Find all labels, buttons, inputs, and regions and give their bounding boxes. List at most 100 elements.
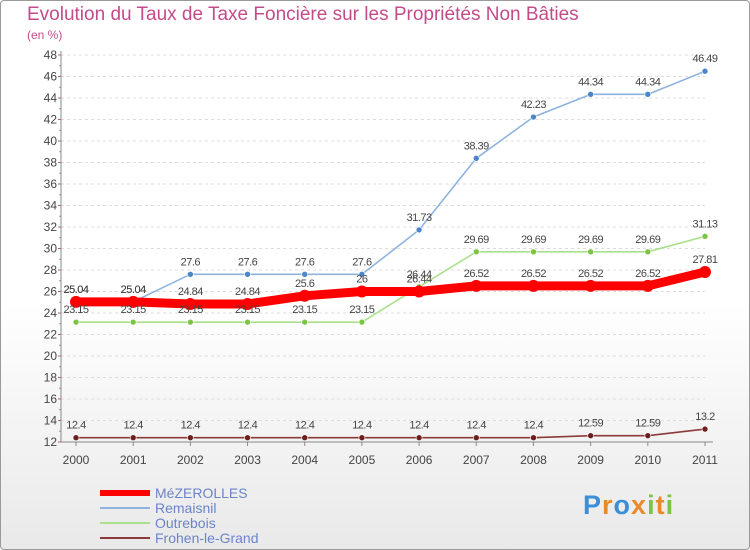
data-label: 12.59 — [635, 418, 660, 430]
data-point — [72, 434, 80, 442]
data-label: 26.52 — [635, 268, 660, 280]
data-point — [301, 434, 309, 442]
data-label: 25.04 — [121, 284, 146, 296]
data-point — [644, 432, 652, 439]
logo-letter: P — [583, 490, 603, 520]
data-label: 12.4 — [295, 420, 315, 432]
series-line — [71, 267, 710, 309]
data-label: 12.4 — [352, 420, 372, 432]
legend-swatch-outrebois — [100, 522, 150, 524]
legend-item-mezerolles: MéZEROLLES — [100, 486, 320, 501]
data-point — [244, 318, 251, 326]
x-tick-label: 2008 — [520, 453, 547, 467]
y-tick-label: 16 — [44, 392, 58, 406]
x-tick-label: 2003 — [234, 453, 261, 467]
data-point — [355, 285, 368, 298]
data-point — [641, 279, 654, 292]
logo-letter: r — [602, 490, 614, 520]
x-tick-label: 2009 — [577, 453, 604, 467]
logo-letter: o — [613, 490, 632, 520]
y-tick-label: 38 — [44, 156, 58, 170]
data-label: 31.13 — [692, 218, 717, 230]
data-point — [584, 279, 597, 292]
data-point — [358, 318, 366, 326]
x-tick-label: 2007 — [463, 453, 490, 467]
series-line — [75, 70, 706, 303]
data-point — [701, 233, 709, 240]
data-point — [358, 434, 366, 442]
data-point — [470, 279, 483, 292]
logo-letter: i — [665, 490, 675, 520]
data-label: 27.81 — [692, 254, 717, 266]
x-tick-label: 2002 — [177, 453, 204, 467]
data-point — [530, 248, 537, 256]
y-tick-label: 34 — [44, 199, 58, 213]
data-label: 25.04 — [63, 284, 88, 296]
data-label: 26.44 — [407, 269, 432, 281]
data-point — [587, 248, 594, 256]
data-point — [129, 434, 137, 442]
data-label: 23.15 — [121, 304, 146, 316]
y-tick-label: 24 — [44, 306, 58, 320]
data-point — [644, 91, 652, 98]
legend-label-outrebois: Outrebois — [155, 515, 216, 531]
data-label: 27.6 — [295, 256, 315, 268]
data-point — [187, 270, 194, 278]
data-label: 27.6 — [352, 256, 372, 268]
data-point — [472, 434, 480, 442]
x-tick-label: 2005 — [349, 453, 376, 467]
legend-label-remaisnil: Remaisnil — [155, 500, 217, 516]
legend-item-frohen-le-grand: Frohen-le-Grand — [100, 531, 320, 546]
data-label: 12.59 — [578, 418, 603, 430]
data-label: 12.4 — [409, 420, 429, 432]
data-label: 12.4 — [238, 420, 258, 432]
legend-swatch-frohen-le-grand — [100, 537, 150, 539]
x-tick-label: 2010 — [634, 453, 661, 467]
x-tick-label: 2000 — [63, 453, 90, 467]
data-label: 12.4 — [524, 420, 544, 432]
y-tick-label: 14 — [44, 414, 58, 428]
chart-title: Evolution du Taux de Taxe Foncière sur l… — [27, 4, 579, 25]
data-label: 26.52 — [464, 268, 489, 280]
data-point — [587, 432, 594, 439]
data-label: 29.69 — [521, 234, 546, 246]
data-label: 12.4 — [467, 420, 487, 432]
data-point — [72, 318, 80, 326]
data-point — [298, 289, 311, 302]
data-label: 44.34 — [635, 76, 660, 88]
data-point — [301, 270, 309, 278]
data-label: 12.4 — [123, 420, 143, 432]
data-point — [70, 295, 82, 308]
data-label: 23.15 — [63, 304, 88, 316]
x-tick-label: 2011 — [692, 453, 718, 467]
data-point — [187, 318, 194, 326]
data-point — [644, 248, 652, 256]
data-label: 46.49 — [692, 53, 717, 65]
x-tick-label: 2006 — [406, 453, 433, 467]
data-point — [472, 248, 480, 256]
y-tick-label: 20 — [44, 349, 58, 363]
logo-letter: i — [647, 490, 656, 520]
y-tick-label: 32 — [44, 220, 58, 234]
legend-item-outrebois: Outrebois — [100, 516, 320, 531]
legend-swatch-mezerolles — [100, 490, 150, 496]
data-label: 27.6 — [181, 256, 201, 268]
y-tick-label: 18 — [44, 371, 58, 385]
data-point — [187, 434, 194, 442]
data-point — [244, 434, 251, 442]
data-point — [527, 279, 540, 292]
data-point — [415, 226, 423, 234]
data-label: 25.04 — [63, 284, 88, 296]
y-tick-label: 46 — [44, 70, 58, 84]
data-label: 42.23 — [521, 99, 546, 111]
data-point — [301, 318, 309, 326]
y-tick-label: 28 — [44, 263, 58, 277]
data-point — [699, 266, 711, 279]
chart-subtitle: (en %) — [27, 28, 63, 42]
legend: MéZEROLLES Remaisnil Outrebois Frohen-le… — [100, 486, 320, 546]
data-label: 44.34 — [578, 76, 603, 88]
data-point — [701, 67, 709, 75]
series-line — [75, 235, 706, 323]
data-point — [530, 113, 537, 121]
